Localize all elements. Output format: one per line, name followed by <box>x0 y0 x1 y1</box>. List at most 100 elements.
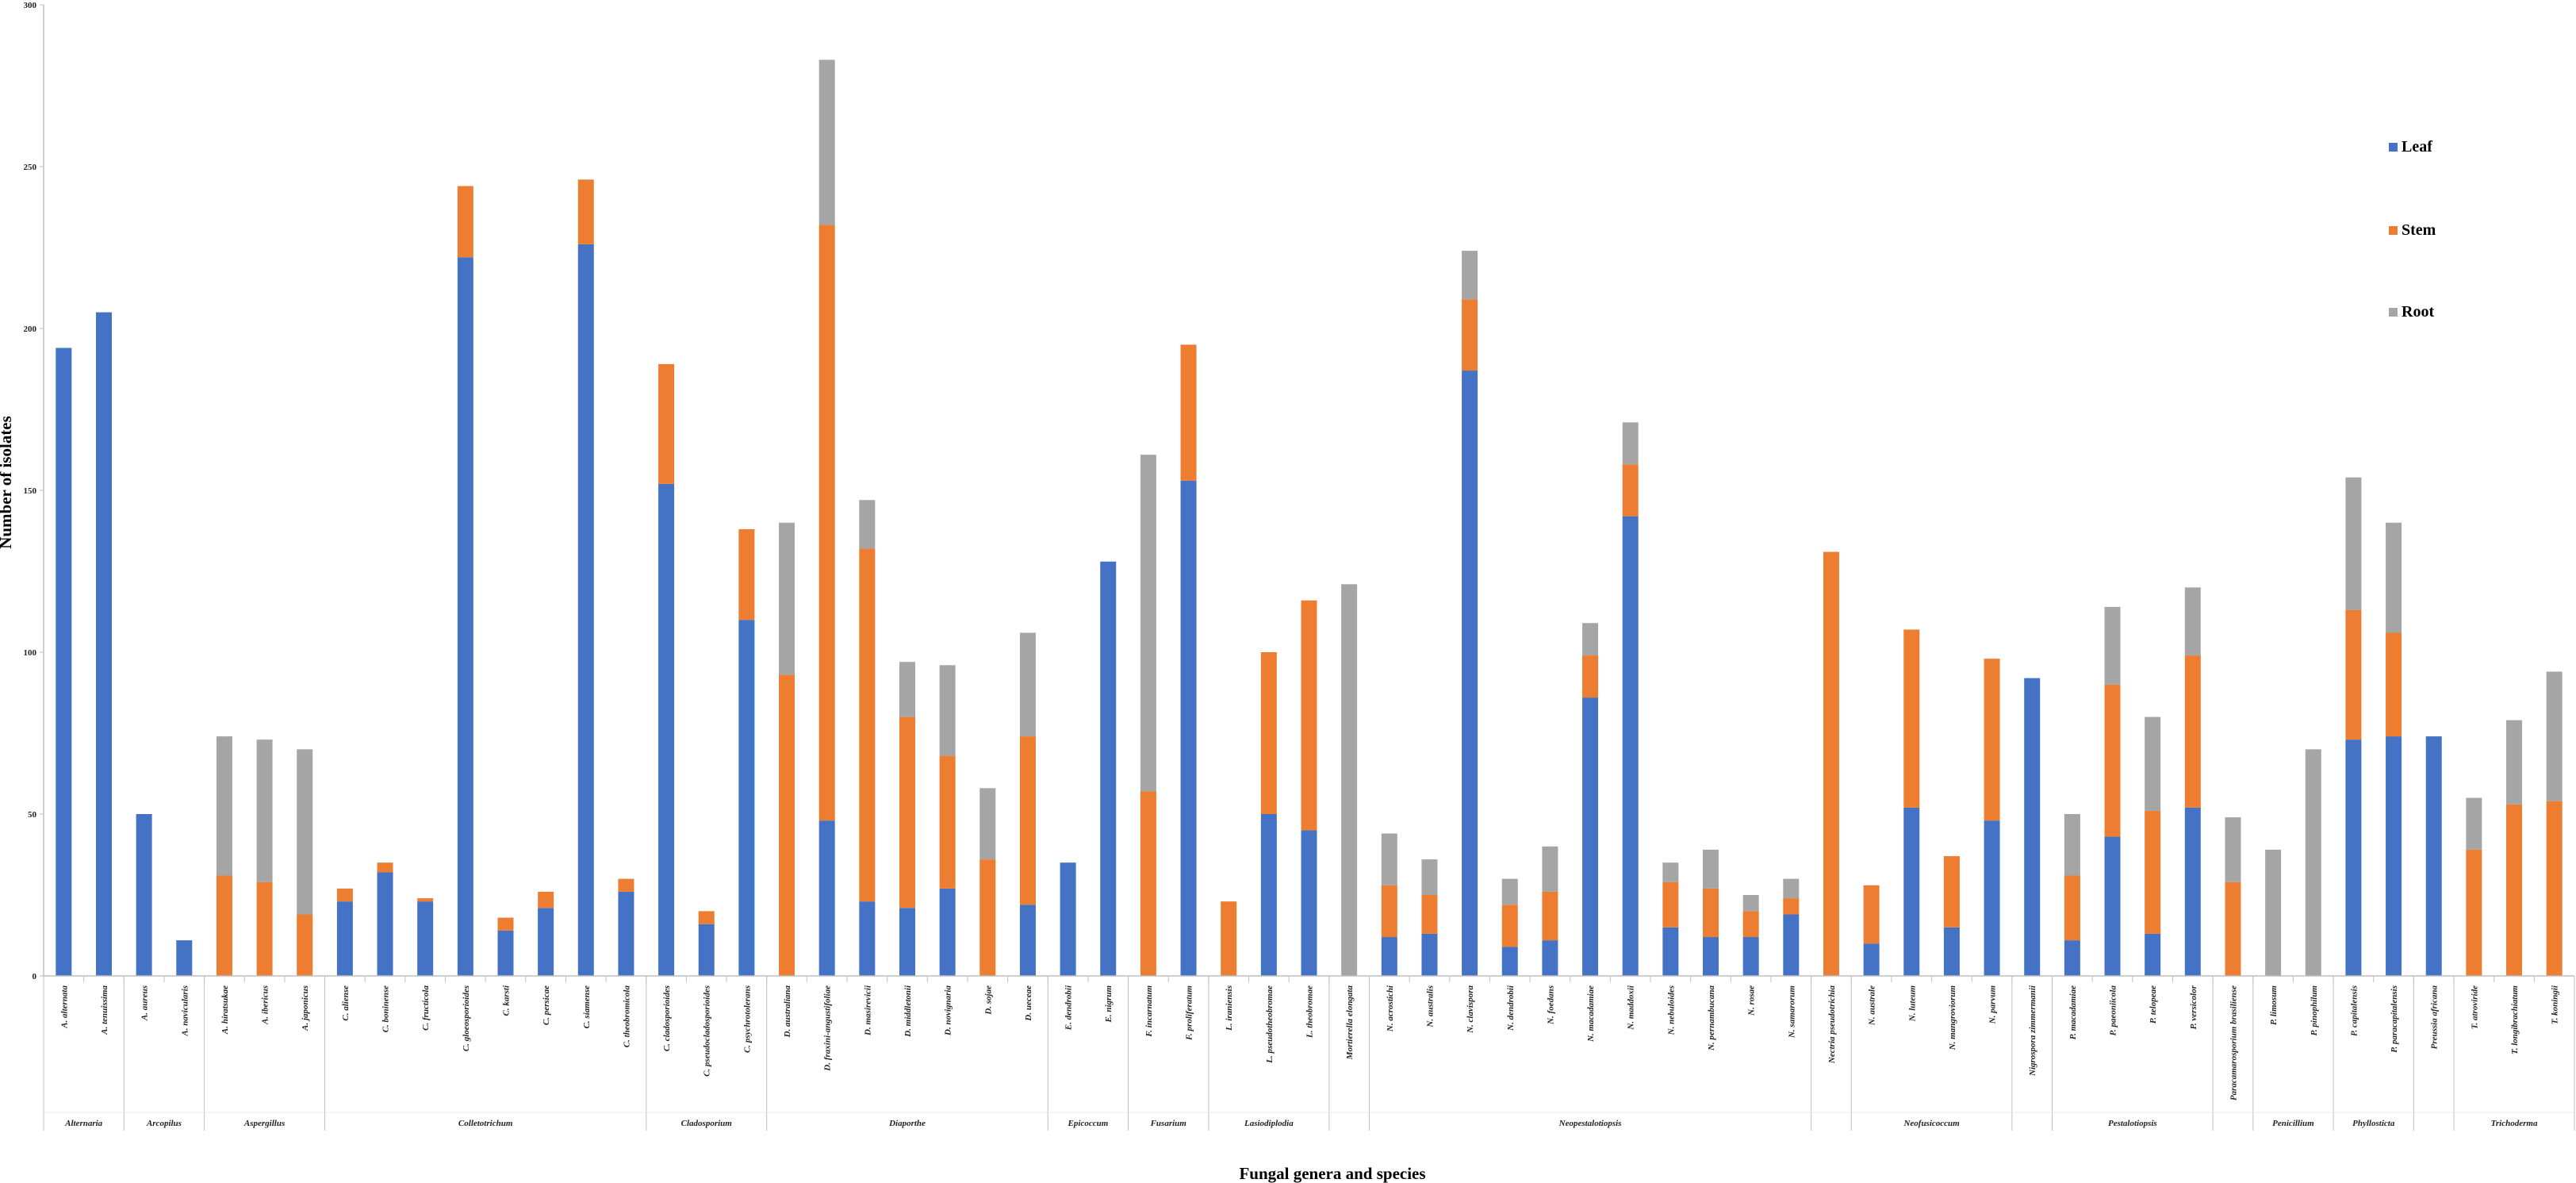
bar-segment-root <box>1542 846 1558 892</box>
bar-segment-leaf <box>698 924 715 976</box>
x-category-label: D. middletonii <box>903 985 913 1038</box>
x-category-label: C. siamense <box>582 985 592 1029</box>
bar-segment-leaf <box>336 901 353 976</box>
x-category-label: P. capitalensis <box>2349 985 2359 1036</box>
bar-segment-leaf <box>1984 820 2000 976</box>
bar-segment-root <box>2466 797 2482 850</box>
bar-segment-leaf <box>457 257 473 976</box>
bar-segment-root <box>818 60 835 225</box>
bar-segment-leaf <box>2184 807 2201 976</box>
x-category-label: N. parvum <box>1988 985 1998 1025</box>
bar-segment-stem <box>216 875 232 976</box>
bar-segment-leaf <box>1381 937 1397 976</box>
bar-segment-stem <box>538 891 554 908</box>
bar-segment-leaf <box>618 891 634 976</box>
legend-swatch-stem <box>2389 226 2398 235</box>
bar-segment-leaf <box>2386 736 2402 976</box>
bar-segment-stem <box>1742 911 1759 938</box>
bar-segment-leaf <box>1060 862 1076 976</box>
x-category-label: N. macadamiae <box>1586 985 1596 1043</box>
x-category-label: N. clavispora <box>1466 985 1475 1034</box>
x-category-label: L. iraniensis <box>1225 985 1234 1031</box>
x-category-label: P. pinophilum <box>2310 985 2319 1036</box>
bar-segment-stem <box>297 914 313 976</box>
bar-segment-stem <box>859 548 876 902</box>
bar-segment-leaf <box>1582 697 1599 976</box>
x-category-label: N. foedans <box>1546 985 1555 1025</box>
bar-segment-leaf <box>1622 516 1639 976</box>
bar-segment-stem <box>738 528 755 620</box>
bar-segment-root <box>1019 632 1036 737</box>
bar-segment-stem <box>1823 551 1839 976</box>
bar-segment-root <box>779 522 795 675</box>
bar-segment-leaf <box>1662 927 1679 976</box>
bar-segment-leaf <box>818 820 835 976</box>
x-category-label: Mortierella elongata <box>1345 985 1355 1061</box>
bar-segment-stem <box>1984 659 2000 821</box>
bar-segment-leaf <box>577 244 594 976</box>
x-category-label: C. gloeosporioides <box>462 985 471 1051</box>
genus-label: Cladosporium <box>681 1119 733 1128</box>
bar-segment-leaf <box>2064 940 2080 976</box>
bar-segment-leaf <box>1742 937 1759 976</box>
x-category-label: E. dendrobii <box>1064 985 1074 1031</box>
bar-segment-leaf <box>899 908 915 976</box>
bar-segment-stem <box>1662 881 1679 928</box>
bar-segment-stem <box>2386 632 2402 737</box>
bar-segment-leaf <box>1100 561 1117 976</box>
bar-segment-leaf <box>2425 736 2442 976</box>
x-category-label: A. ibericus <box>261 985 270 1025</box>
genus-label: Trichoderma <box>2491 1119 2538 1128</box>
x-category-label: N. luteum <box>1907 985 1917 1023</box>
legend-label-root: Root <box>2402 303 2434 321</box>
bar-segment-leaf <box>377 872 393 976</box>
bar-segment-root <box>1703 849 1719 889</box>
x-category-label: A. hiratsukae <box>220 985 230 1035</box>
bar-segment-root <box>1381 833 1397 885</box>
x-category-label: C. pseudocladosporioides <box>703 985 712 1077</box>
bar-segment-root <box>2506 720 2523 805</box>
bar-segment-leaf <box>1462 371 1478 976</box>
genus-label: Fusarium <box>1150 1119 1187 1128</box>
x-category-label: D. novignaria <box>944 985 953 1036</box>
x-category-label: C. fructicola <box>421 985 431 1031</box>
y-tick-label: 0 <box>33 972 37 981</box>
bar-segment-stem <box>779 674 795 976</box>
genus-label: Lasiodiplodia <box>1244 1119 1294 1128</box>
bar-segment-root <box>1501 878 1518 905</box>
bar-segment-leaf <box>176 940 193 976</box>
x-category-label: T. koningii <box>2551 985 2560 1024</box>
bar-segment-stem <box>1703 888 1719 938</box>
x-category-label: C. psychrotolerans <box>742 985 752 1053</box>
y-tick-label: 250 <box>24 163 37 172</box>
bar-segment-stem <box>818 225 835 821</box>
bar-segment-stem <box>256 881 273 976</box>
bar-segment-stem <box>1622 464 1639 517</box>
bar-segment-stem <box>2064 875 2080 941</box>
bar-segment-leaf <box>2345 739 2362 976</box>
x-category-label: N. nebuloides <box>1666 985 1676 1035</box>
bar-segment-root <box>939 665 956 756</box>
bar-segment-leaf <box>95 312 112 977</box>
bar-segment-root <box>1783 878 1800 899</box>
bar-segment-root <box>2145 716 2161 811</box>
x-category-label: T. atroviride <box>2470 985 2479 1029</box>
legend-swatch-leaf <box>2389 143 2398 152</box>
bar-segment-root <box>2265 849 2282 976</box>
bar-segment-stem <box>1140 791 1156 976</box>
bar-segment-root <box>2546 671 2563 801</box>
bar-segment-stem <box>1462 299 1478 371</box>
genus-label: Penicillium <box>2272 1119 2314 1128</box>
x-category-label: N. mangroviorum <box>1948 985 1957 1051</box>
bar-segment-stem <box>2145 810 2161 934</box>
bar-segment-root <box>297 749 313 915</box>
y-tick-label: 150 <box>24 486 37 496</box>
bar-segment-root <box>2104 606 2121 685</box>
x-category-label: Nigrospora zimmermanii <box>2028 985 2037 1077</box>
bar-segment-leaf <box>56 348 72 977</box>
bar-segment-stem <box>1381 885 1397 938</box>
genus-label: Aspergillus <box>243 1119 285 1128</box>
bar-segment-leaf <box>939 888 956 976</box>
bar-segment-stem <box>1863 885 1880 944</box>
